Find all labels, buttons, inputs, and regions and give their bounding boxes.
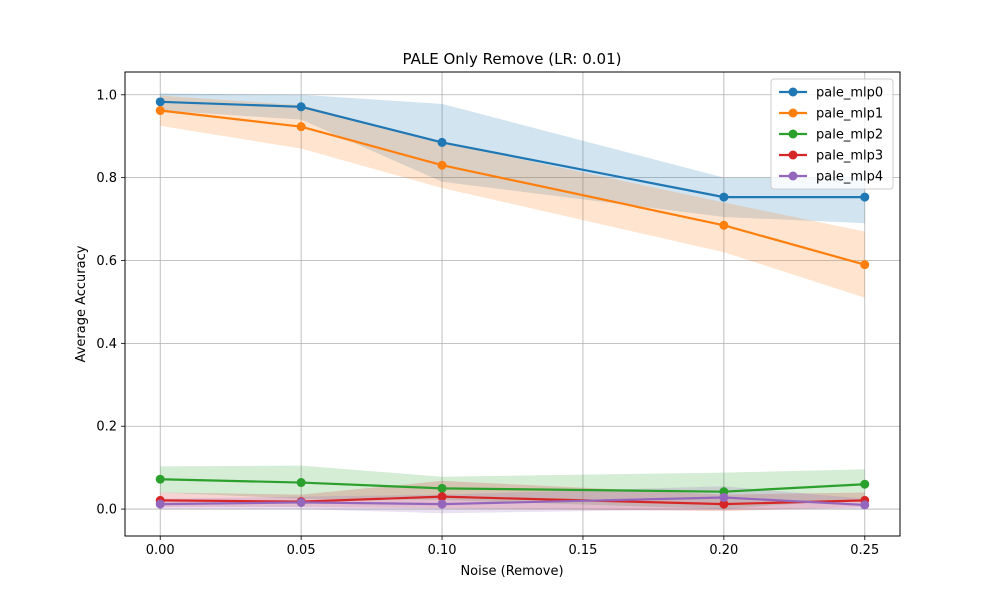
x-tick-label: 0.05 xyxy=(287,543,316,558)
x-tick-label: 0.25 xyxy=(850,543,879,558)
legend-entry-label: pale_mlp3 xyxy=(816,149,883,164)
data-point-pale_mlp1 xyxy=(437,160,447,170)
data-point-pale_mlp0 xyxy=(155,97,165,107)
y-tick-label: 0.4 xyxy=(96,337,117,352)
legend-box xyxy=(770,78,894,190)
x-tick-label: 0.10 xyxy=(428,543,457,558)
series-points xyxy=(155,97,870,510)
x-axis-ticks: 0.00 0.05 0.10 0.15 0.20 0.25 xyxy=(146,536,879,558)
data-point-pale_mlp0 xyxy=(719,192,729,202)
y-tick-label: 1.0 xyxy=(96,88,117,103)
legend: pale_mlp0 pale_mlp1 pale_mlp2 pale_mlp3pale… xyxy=(770,78,894,190)
confidence-band-pale_mlp4 xyxy=(160,486,865,514)
legend-entry-label: pale_mlp1 xyxy=(816,107,883,122)
data-point-pale_mlp3 xyxy=(437,492,447,502)
data-point-pale_mlp2 xyxy=(155,474,165,484)
y-tick-label: 0.8 xyxy=(96,171,117,186)
data-point-pale_mlp4 xyxy=(155,499,165,509)
legend-swatch-marker xyxy=(788,129,798,139)
legend-entry-label: pale_mlp4 xyxy=(816,170,883,185)
legend-entry-label: pale_mlp0 xyxy=(816,86,883,101)
data-point-pale_mlp2 xyxy=(437,483,447,493)
data-point-pale_mlp0 xyxy=(437,137,447,147)
data-point-pale_mlp0 xyxy=(860,192,870,202)
data-point-pale_mlp4 xyxy=(860,500,870,510)
data-point-pale_mlp2 xyxy=(296,478,306,488)
x-tick-label: 0.00 xyxy=(146,543,175,558)
legend-swatch-marker xyxy=(788,108,798,118)
confidence-band-pale_mlp1 xyxy=(160,95,865,298)
data-point-pale_mlp4 xyxy=(296,497,306,507)
y-axis-label: Average Accuracy xyxy=(74,245,89,362)
y-tick-label: 0.2 xyxy=(96,420,117,435)
data-point-pale_mlp1 xyxy=(719,220,729,230)
y-tick-label: 0.6 xyxy=(96,254,117,269)
legend-swatch-marker xyxy=(788,171,798,181)
data-point-pale_mlp2 xyxy=(860,479,870,489)
legend-entry-label: pale_mlp2 xyxy=(816,128,883,143)
legend-swatch-marker xyxy=(788,87,798,97)
data-point-pale_mlp3 xyxy=(719,499,729,509)
chart-title: PALE Only Remove (LR: 0.01) xyxy=(403,50,622,68)
plot-frame xyxy=(124,71,901,537)
y-axis-ticks: 0.0 0.2 0.4 0.6 0.8 1.0 xyxy=(96,88,125,518)
x-tick-label: 0.15 xyxy=(568,543,597,558)
data-point-pale_mlp1 xyxy=(155,106,165,116)
x-axis-label: Noise (Remove) xyxy=(460,564,563,579)
x-tick-label: 0.20 xyxy=(709,543,738,558)
data-point-pale_mlp0 xyxy=(296,102,306,112)
data-point-pale_mlp4 xyxy=(719,492,729,502)
data-point-pale_mlp1 xyxy=(860,260,870,270)
y-tick-label: 0.0 xyxy=(96,503,117,518)
legend-swatch-marker xyxy=(788,150,798,160)
data-point-pale_mlp4 xyxy=(437,499,447,509)
data-point-pale_mlp1 xyxy=(296,122,306,132)
